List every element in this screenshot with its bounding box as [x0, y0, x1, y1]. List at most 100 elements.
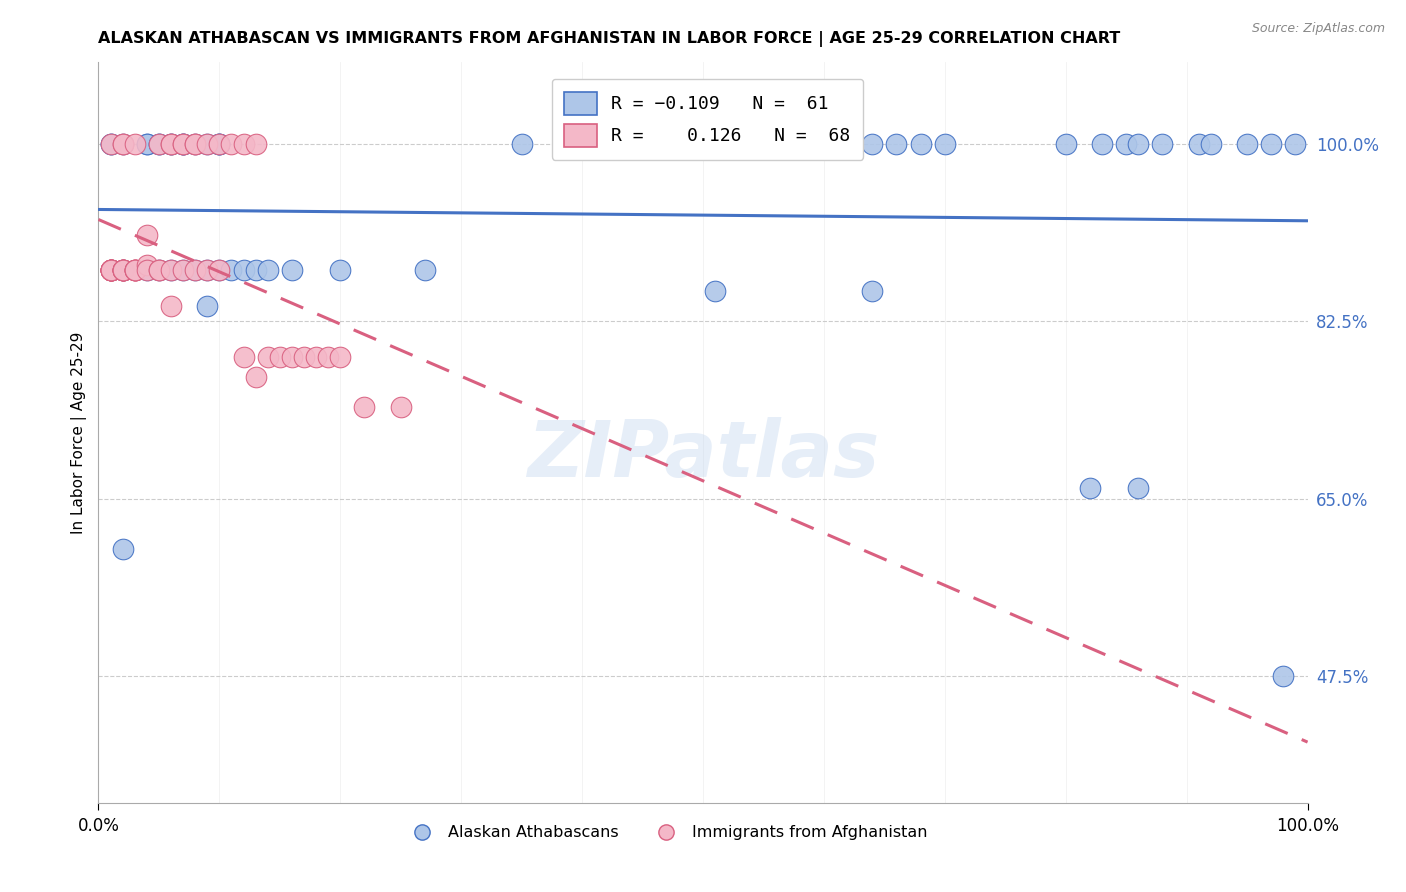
- Point: [329, 350, 352, 364]
- Point: [1272, 669, 1295, 683]
- Point: [221, 136, 243, 151]
- Point: [124, 263, 146, 277]
- Point: [100, 263, 122, 277]
- Point: [1152, 136, 1174, 151]
- Point: [353, 401, 375, 415]
- Point: [195, 263, 218, 277]
- Point: [886, 136, 908, 151]
- Point: [148, 136, 170, 151]
- Point: [256, 263, 278, 277]
- Point: [160, 136, 183, 151]
- Point: [100, 263, 122, 277]
- Point: [135, 136, 157, 151]
- Point: [195, 136, 218, 151]
- Point: [1091, 136, 1114, 151]
- Point: [111, 263, 134, 277]
- Point: [837, 136, 859, 151]
- Point: [245, 136, 267, 151]
- Point: [195, 263, 218, 277]
- Point: [111, 263, 134, 277]
- Point: [316, 350, 339, 364]
- Point: [148, 136, 170, 151]
- Point: [135, 263, 157, 277]
- Point: [281, 350, 304, 364]
- Point: [100, 263, 122, 277]
- Point: [860, 284, 883, 298]
- Point: [100, 136, 122, 151]
- Point: [160, 263, 183, 277]
- Point: [389, 401, 412, 415]
- Point: [100, 263, 122, 277]
- Point: [934, 136, 956, 151]
- Point: [172, 136, 194, 151]
- Point: [124, 263, 146, 277]
- Point: [184, 136, 207, 151]
- Point: [124, 263, 146, 277]
- Text: ALASKAN ATHABASCAN VS IMMIGRANTS FROM AFGHANISTAN IN LABOR FORCE | AGE 25-29 COR: ALASKAN ATHABASCAN VS IMMIGRANTS FROM AF…: [98, 31, 1121, 47]
- Point: [208, 136, 231, 151]
- Point: [111, 263, 134, 277]
- Point: [111, 136, 134, 151]
- Point: [135, 258, 157, 272]
- Point: [208, 136, 231, 151]
- Point: [100, 263, 122, 277]
- Point: [100, 263, 122, 277]
- Point: [100, 263, 122, 277]
- Point: [124, 263, 146, 277]
- Point: [172, 136, 194, 151]
- Point: [1236, 136, 1258, 151]
- Point: [184, 263, 207, 277]
- Point: [195, 136, 218, 151]
- Point: [208, 136, 231, 151]
- Point: [124, 136, 146, 151]
- Point: [716, 136, 738, 151]
- Point: [172, 263, 194, 277]
- Point: [208, 263, 231, 277]
- Point: [160, 136, 183, 151]
- Point: [860, 136, 883, 151]
- Legend: Alaskan Athabascans, Immigrants from Afghanistan: Alaskan Athabascans, Immigrants from Afg…: [399, 819, 934, 847]
- Point: [1188, 136, 1211, 151]
- Point: [1260, 136, 1282, 151]
- Point: [111, 263, 134, 277]
- Point: [1128, 482, 1150, 496]
- Point: [208, 136, 231, 151]
- Point: [135, 227, 157, 242]
- Point: [232, 136, 254, 151]
- Point: [100, 136, 122, 151]
- Point: [195, 299, 218, 313]
- Point: [111, 136, 134, 151]
- Point: [172, 136, 194, 151]
- Point: [1284, 136, 1306, 151]
- Point: [172, 136, 194, 151]
- Point: [100, 263, 122, 277]
- Point: [160, 299, 183, 313]
- Point: [148, 263, 170, 277]
- Point: [184, 136, 207, 151]
- Point: [111, 263, 134, 277]
- Point: [269, 350, 291, 364]
- Point: [111, 263, 134, 277]
- Point: [256, 350, 278, 364]
- Point: [510, 136, 533, 151]
- Point: [1199, 136, 1222, 151]
- Point: [813, 136, 835, 151]
- Point: [111, 542, 134, 557]
- Point: [184, 136, 207, 151]
- Point: [160, 136, 183, 151]
- Point: [232, 350, 254, 364]
- Point: [184, 263, 207, 277]
- Point: [111, 263, 134, 277]
- Point: [100, 263, 122, 277]
- Point: [172, 263, 194, 277]
- Point: [172, 136, 194, 151]
- Point: [135, 263, 157, 277]
- Point: [1078, 482, 1101, 496]
- Point: [1115, 136, 1137, 151]
- Point: [208, 263, 231, 277]
- Point: [232, 263, 254, 277]
- Point: [100, 263, 122, 277]
- Point: [305, 350, 328, 364]
- Point: [281, 263, 304, 277]
- Point: [124, 263, 146, 277]
